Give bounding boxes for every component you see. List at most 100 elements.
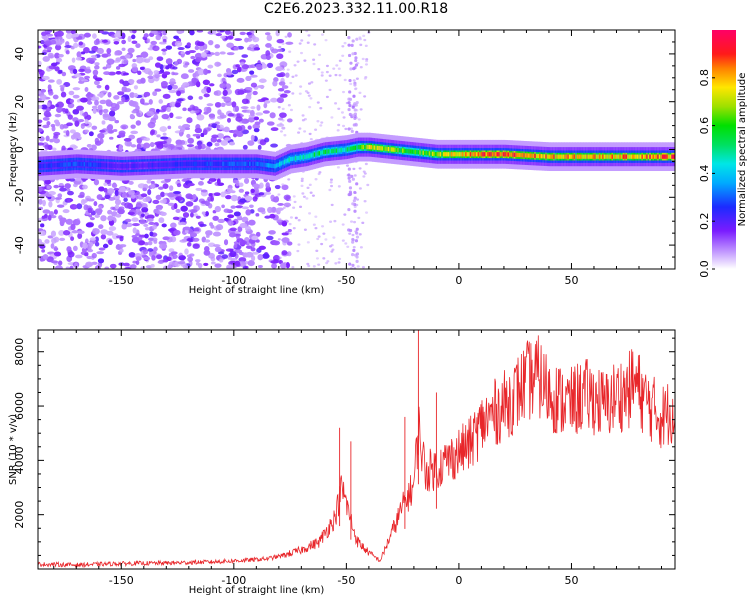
- heatmap-cell: [162, 236, 170, 241]
- heatmap-cell: [330, 250, 334, 253]
- heatmap-cell: [501, 152, 504, 157]
- heatmap-cell: [305, 197, 309, 200]
- heatmap-cell: [378, 145, 381, 151]
- heatmap-cell: [88, 214, 93, 218]
- heatmap-cell: [241, 98, 249, 105]
- heatmap-cell: [135, 120, 142, 126]
- heatmap-cell: [92, 108, 97, 114]
- heatmap-cell: [50, 230, 57, 237]
- heatmap-cell: [281, 42, 285, 45]
- heatmap-cell: [300, 179, 304, 183]
- heatmap-cell: [152, 224, 157, 230]
- heatmap-cell: [550, 154, 553, 159]
- heatmap-cell: [175, 116, 183, 120]
- heatmap-cell: [54, 119, 60, 124]
- heatmap-cell: [206, 106, 212, 113]
- heatmap-cell: [233, 133, 238, 138]
- heatmap-cell: [152, 45, 160, 52]
- heatmap-cell: [347, 107, 351, 112]
- heatmap-cell: [578, 154, 581, 159]
- heatmap-cell: [363, 200, 367, 203]
- heatmap-cell: [205, 201, 210, 207]
- heatmap-cell: [230, 257, 238, 261]
- heatmap-cell: [284, 35, 288, 39]
- heatmap-cell: [48, 201, 53, 208]
- heatmap-cell: [197, 144, 202, 150]
- heatmap-cell: [109, 110, 116, 117]
- heatmap-cell: [395, 147, 398, 153]
- heatmap-cell: [304, 154, 307, 160]
- heatmap-cell: [283, 202, 292, 208]
- heatmap-cell: [400, 148, 403, 153]
- heatmap-cell: [537, 153, 540, 159]
- heatmap-cell: [221, 254, 229, 259]
- heatmap-cell: [317, 172, 321, 176]
- heatmap-cell: [447, 152, 450, 157]
- heatmap-cell: [306, 241, 310, 244]
- heatmap-cell: [63, 162, 66, 167]
- x-tick-label: -150: [109, 274, 134, 287]
- heatmap-cell: [94, 214, 100, 218]
- heatmap-cell: [293, 156, 296, 161]
- heatmap-cell: [41, 75, 50, 81]
- heatmap-cell: [316, 101, 320, 104]
- heatmap-cell: [226, 264, 235, 269]
- heatmap-cell: [198, 44, 205, 51]
- heatmap-cell: [131, 110, 137, 114]
- heatmap-cell: [277, 238, 281, 241]
- heatmap-cell: [184, 127, 190, 131]
- heatmap-cell: [107, 115, 116, 122]
- heatmap-cell: [77, 118, 85, 123]
- heatmap-cell: [219, 30, 225, 33]
- heatmap-cell: [96, 251, 105, 255]
- heatmap-cell: [187, 137, 194, 144]
- heatmap-cell: [353, 190, 357, 195]
- heatmap-cell: [114, 120, 119, 124]
- heatmap-cell: [288, 198, 292, 202]
- heatmap-cell: [241, 118, 250, 124]
- heatmap-cell: [668, 154, 671, 159]
- heatmap-cell: [250, 161, 254, 166]
- heatmap-cell: [65, 50, 70, 55]
- heatmap-cell: [77, 230, 85, 235]
- heatmap-cell: [281, 184, 289, 191]
- heatmap-cell: [133, 93, 139, 98]
- heatmap-cell: [348, 146, 351, 152]
- heatmap-cell: [97, 258, 105, 264]
- heatmap-cell: [66, 197, 71, 203]
- heatmap-cell: [75, 177, 83, 182]
- heatmap-cell: [129, 92, 136, 98]
- heatmap-cell: [292, 206, 296, 209]
- heatmap-cell: [126, 163, 129, 169]
- heatmap-cell: [345, 147, 348, 152]
- heatmap-cell: [355, 182, 359, 186]
- heatmap-cell: [88, 162, 91, 167]
- heatmap-cell: [591, 154, 594, 159]
- heatmap-cell: [639, 154, 643, 159]
- heatmap-cell: [65, 218, 73, 225]
- heatmap-cell: [193, 213, 198, 217]
- line-layer: [38, 330, 675, 569]
- heatmap-cell: [299, 205, 303, 209]
- heatmap-cell: [132, 227, 137, 234]
- heatmap-cell: [168, 185, 174, 191]
- heatmap-cell: [198, 96, 203, 100]
- heatmap-cell: [145, 196, 151, 202]
- heatmap-cell: [641, 154, 644, 159]
- colorbar-gradient: [712, 30, 736, 269]
- heatmap-cell: [137, 70, 142, 75]
- heatmap-cell: [56, 36, 63, 40]
- heatmap-cell: [150, 117, 157, 121]
- heatmap-cell: [123, 262, 130, 267]
- heatmap-cell: [358, 187, 362, 190]
- heatmap-cell: [219, 161, 222, 166]
- heatmap-cell: [337, 261, 341, 264]
- heatmap-cell: [196, 140, 203, 146]
- heatmap-cell: [110, 163, 113, 168]
- heatmap-cell: [163, 71, 171, 75]
- heatmap-cell: [146, 179, 152, 184]
- heatmap-cell: [155, 204, 164, 210]
- heatmap-cell: [309, 97, 313, 100]
- heatmap-cell: [616, 154, 619, 159]
- heatmap-cell: [40, 39, 45, 45]
